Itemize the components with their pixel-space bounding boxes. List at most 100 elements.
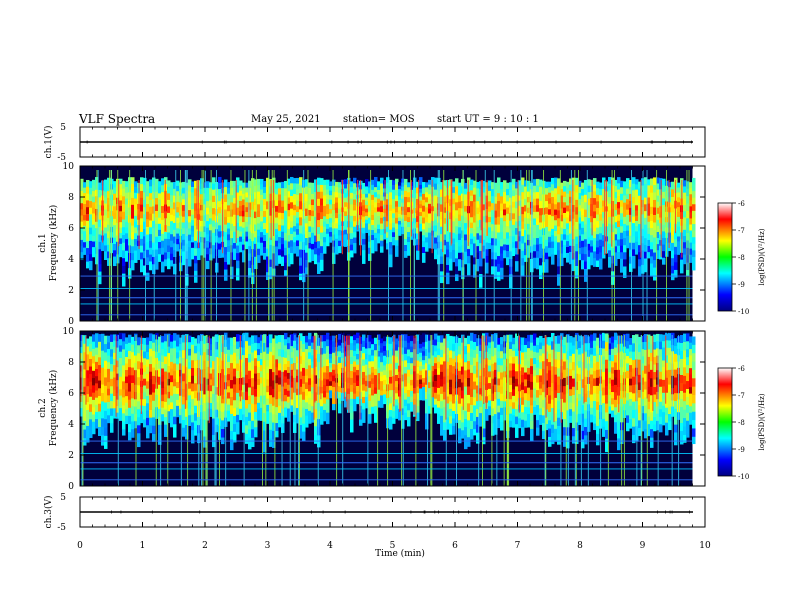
spectrogram-cell	[227, 368, 231, 375]
spectrogram-cell	[218, 189, 222, 196]
spectrogram-cell	[101, 392, 105, 402]
spectrogram-cell	[248, 195, 252, 204]
spectrogram-cell	[113, 187, 117, 195]
spectrogram-cell	[191, 181, 195, 188]
spectrogram-cell	[614, 191, 618, 199]
spectrogram-cell	[524, 242, 528, 250]
spectrogram-cell	[395, 223, 399, 230]
spectrogram-cell	[146, 272, 150, 281]
spectrogram-cell	[389, 396, 393, 404]
spectrogram-cell	[326, 379, 330, 387]
spectrogram-cell	[533, 357, 537, 365]
spectrogram-cell	[104, 410, 108, 420]
spectrogram-cell	[350, 215, 354, 223]
spectrogram-cell	[656, 219, 660, 227]
spectrogram-cell	[524, 230, 528, 237]
spectrogram-cell	[599, 252, 603, 260]
spectrogram-cell	[608, 250, 612, 258]
spectrogram-cell	[284, 388, 288, 396]
spectrogram-cell	[590, 240, 594, 247]
spectrogram-cell	[344, 206, 348, 212]
spectrogram-cell	[368, 387, 372, 395]
spectrogram-cell	[146, 403, 150, 412]
spectrogram-cell	[419, 379, 423, 385]
spectrogram-cell	[533, 251, 537, 259]
spectrogram-cell	[377, 185, 381, 191]
spectrogram-cell	[431, 220, 435, 227]
spectrogram-cell	[542, 353, 546, 362]
spectrogram-cell	[329, 204, 333, 210]
spectrogram-cell	[182, 210, 186, 218]
spectrogram-cell	[416, 233, 420, 240]
spectrogram-cell	[113, 199, 117, 207]
spectrogram-cell	[401, 374, 405, 382]
spectrogram-cell	[656, 201, 660, 209]
spectrogram-cell	[425, 232, 429, 238]
spectrogram-cell	[683, 229, 687, 237]
spectrogram-cell	[260, 383, 264, 391]
spectrogram-cell	[581, 336, 585, 346]
spectrogram-cell	[479, 413, 483, 427]
spectrogram-cell	[404, 340, 408, 348]
spectrogram-cell	[536, 224, 540, 232]
spectrogram-cell	[317, 184, 321, 193]
spectrogram-cell	[275, 211, 279, 219]
spectrogram-cell	[149, 364, 153, 373]
spectrogram-cell	[413, 349, 417, 356]
spectrogram-cell	[431, 381, 435, 388]
spectrogram-cell	[368, 247, 372, 255]
spectrogram-cell	[332, 246, 336, 254]
spectrogram-cell	[323, 231, 327, 238]
spectrogram-cell	[653, 267, 657, 281]
spectrogram-cell	[155, 223, 159, 231]
spectrogram-cell	[185, 266, 189, 275]
spectrogram-cell	[179, 395, 183, 403]
spectrogram-cell	[107, 348, 111, 357]
spectrogram-cell	[149, 227, 153, 235]
spectrogram-cell	[182, 427, 186, 437]
spectrogram-cell	[230, 266, 234, 279]
spectrogram-cell	[443, 346, 447, 355]
spectrogram-cell	[593, 178, 597, 186]
spectrogram-cell	[98, 411, 102, 420]
spectrogram-cell	[413, 371, 417, 378]
spectrogram-cell	[275, 399, 279, 408]
spectrogram-cell	[479, 266, 483, 275]
spectrogram-cell	[608, 217, 612, 225]
spectrogram-cell	[416, 412, 420, 422]
spectrogram-cell	[245, 391, 249, 401]
spectrogram-cell	[206, 187, 210, 196]
spectrogram-cell	[623, 202, 627, 211]
spectrogram-cell	[236, 260, 240, 269]
spectrogram-cell	[431, 334, 435, 341]
spectrogram-cell	[83, 214, 87, 221]
spectrogram-cell	[194, 360, 198, 369]
spectrogram-cell	[275, 375, 279, 384]
spectrogram-cell	[254, 396, 258, 405]
spectrogram-cell	[284, 232, 288, 241]
spectrogram-cell	[512, 357, 516, 365]
spectrogram-cell	[188, 179, 192, 186]
spectrogram-cell	[278, 377, 282, 386]
spectrogram-cell	[500, 210, 504, 219]
spectrogram-cell	[218, 201, 222, 208]
spectrogram-cell	[638, 209, 642, 218]
spectrogram-cell	[179, 369, 183, 377]
spectrogram-cell	[311, 348, 315, 356]
spectrogram-cell	[107, 244, 111, 252]
spectrogram-cell	[602, 246, 606, 259]
spectrogram-cell	[380, 240, 384, 247]
spectrogram-cell	[227, 374, 231, 381]
spectrogram-cell	[89, 240, 93, 249]
spectrogram-cell	[500, 203, 504, 212]
spectrogram-cell	[239, 231, 243, 238]
spectrogram-cell	[338, 224, 342, 231]
spectrogram-cell	[308, 365, 312, 373]
spectrogram-cell	[98, 388, 102, 397]
spectrogram-cell	[521, 265, 525, 277]
spectrogram-cell	[317, 220, 321, 228]
spectrogram-cell	[83, 335, 87, 345]
spectrogram-cell	[395, 356, 399, 364]
spectrogram-cell	[500, 358, 504, 366]
spectrogram-cell	[242, 210, 246, 217]
